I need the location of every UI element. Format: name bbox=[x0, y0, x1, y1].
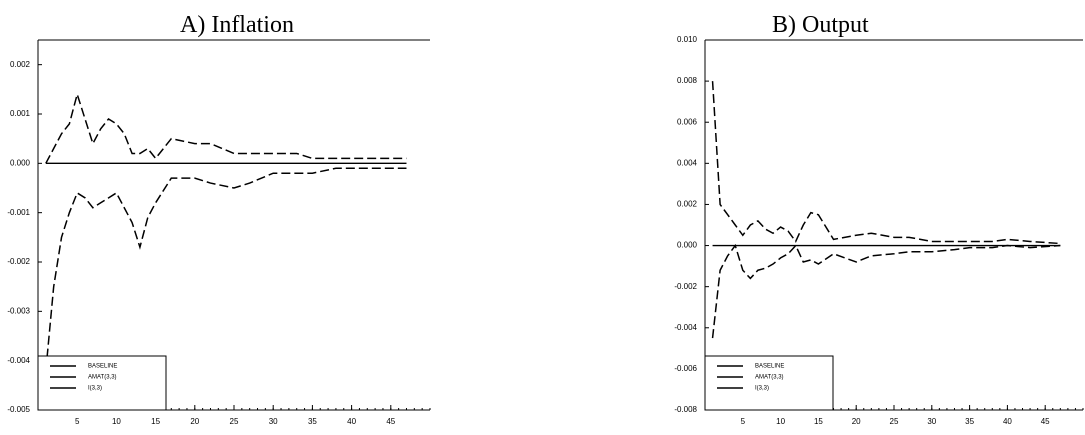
x-tick-label: 5 bbox=[741, 417, 746, 426]
y-tick-label: -0.004 bbox=[7, 356, 30, 365]
y-tick-label: 0.000 bbox=[10, 158, 31, 167]
x-tick-label: 5 bbox=[75, 417, 80, 426]
y-tick-label: 0.008 bbox=[677, 76, 698, 85]
x-tick-label: 30 bbox=[927, 417, 936, 426]
x-tick-label: 25 bbox=[890, 417, 899, 426]
y-tick-label: 0.000 bbox=[677, 241, 698, 250]
y-tick-label: 0.002 bbox=[10, 60, 31, 69]
x-tick-label: 30 bbox=[269, 417, 278, 426]
y-tick-label: 0.006 bbox=[677, 117, 698, 126]
x-tick-label: 35 bbox=[965, 417, 974, 426]
y-tick-label: -0.003 bbox=[7, 306, 30, 315]
y-tick-label: -0.002 bbox=[7, 257, 30, 266]
y-tick-label: 0.010 bbox=[677, 35, 698, 44]
x-tick-label: 20 bbox=[852, 417, 861, 426]
x-tick-label: 35 bbox=[308, 417, 317, 426]
y-tick-label: 0.004 bbox=[677, 158, 698, 167]
legend-label: BASELINE bbox=[88, 364, 117, 370]
series-line bbox=[711, 81, 1061, 245]
series-line bbox=[45, 167, 407, 371]
y-tick-label: 0.001 bbox=[10, 109, 31, 118]
x-tick-label: 45 bbox=[1041, 417, 1050, 426]
x-tick-label: 25 bbox=[230, 417, 239, 426]
y-tick-label: -0.001 bbox=[7, 208, 30, 217]
x-tick-label: 15 bbox=[814, 417, 823, 426]
y-tick-label: -0.006 bbox=[674, 364, 697, 373]
y-tick-label: -0.008 bbox=[674, 405, 697, 414]
legend-box bbox=[37, 355, 167, 411]
legend-label: I(3,3) bbox=[88, 386, 102, 392]
y-tick-label: -0.005 bbox=[7, 405, 30, 414]
x-tick-label: 10 bbox=[112, 417, 121, 426]
y-tick-label: -0.002 bbox=[674, 282, 697, 291]
x-tick-label: 10 bbox=[776, 417, 785, 426]
chart-title: B) Output bbox=[772, 12, 869, 38]
x-tick-label: 15 bbox=[151, 417, 160, 426]
legend-label: BASELINE bbox=[755, 364, 784, 370]
legend-label: AMAT(3,3) bbox=[88, 375, 117, 381]
legend-box bbox=[704, 355, 834, 411]
chart-title: A) Inflation bbox=[180, 12, 294, 38]
legend-label: I(3,3) bbox=[755, 386, 769, 392]
legend-label: AMAT(3,3) bbox=[755, 375, 784, 381]
series-line bbox=[45, 91, 407, 164]
series-line bbox=[711, 243, 1061, 339]
x-tick-label: 40 bbox=[1003, 417, 1012, 426]
x-tick-label: 40 bbox=[347, 417, 356, 426]
x-tick-label: 45 bbox=[386, 417, 395, 426]
y-tick-label: 0.002 bbox=[677, 200, 698, 209]
y-tick-label: -0.004 bbox=[674, 323, 697, 332]
x-tick-label: 20 bbox=[190, 417, 199, 426]
